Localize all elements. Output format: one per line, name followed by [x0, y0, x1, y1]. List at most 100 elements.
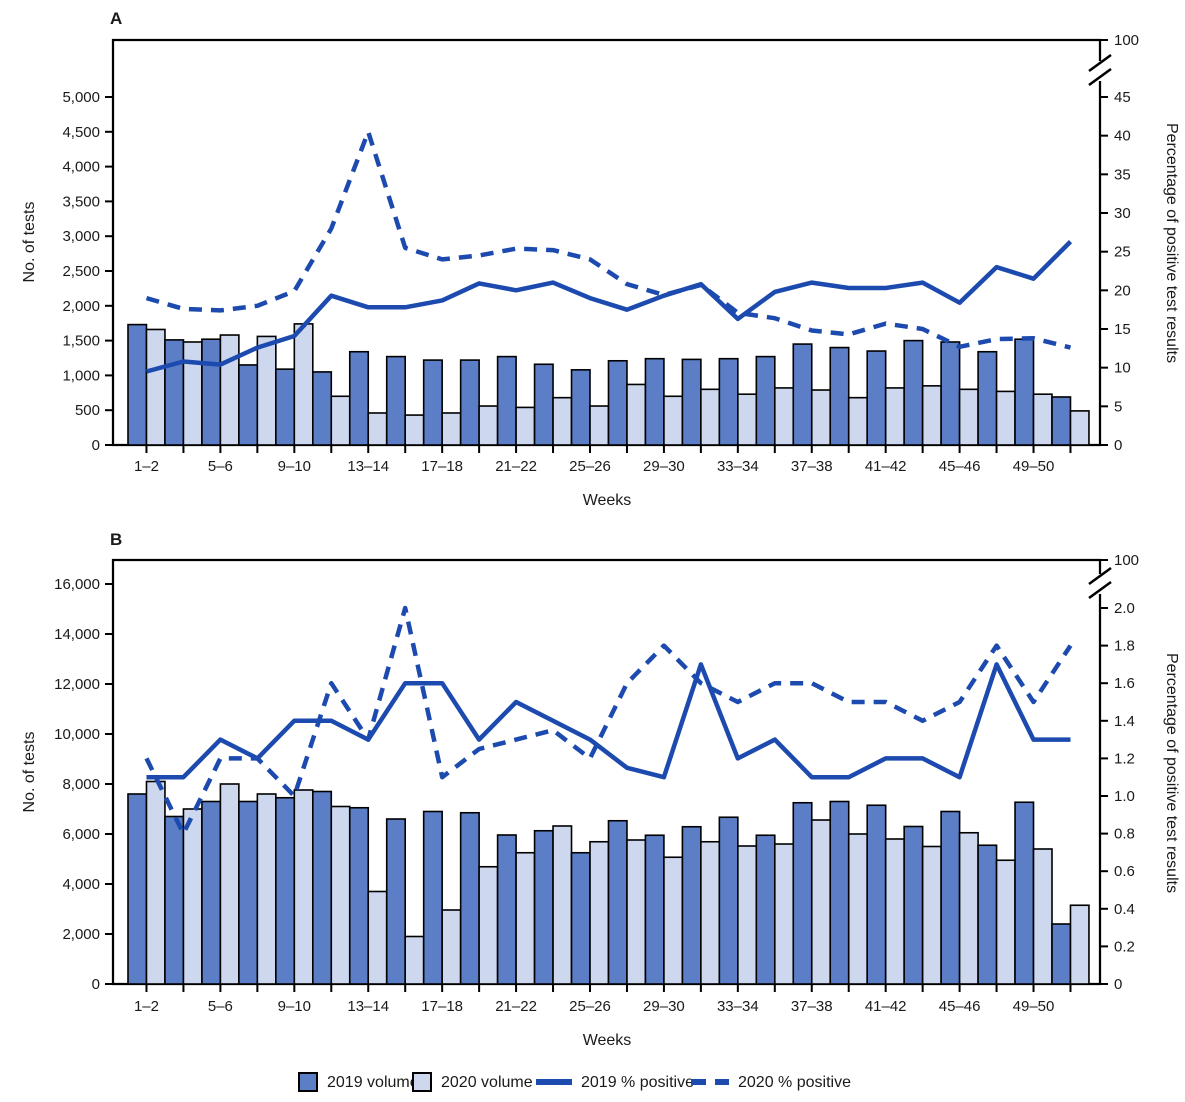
panel-a-plot: 0 500 1,000 1,500 2,000 2,500 3,000 3,500 4,000 4…: [62, 32, 1139, 475]
bar-2020-volume: [847, 396, 868, 446]
bar-2019-volume: [1051, 923, 1072, 985]
bar-2020-volume: [293, 789, 314, 985]
bar-2019-volume: [459, 359, 480, 446]
bar-2020-volume: [256, 793, 277, 985]
bar-2020-volume: [515, 851, 536, 985]
right-tick-label: 1.4: [1114, 713, 1135, 730]
bar-2019-volume: [275, 796, 296, 985]
x-tick-label: 21–22: [495, 458, 537, 475]
x-tick-label: 5–6: [208, 458, 233, 475]
bar-2020-volume: [700, 840, 721, 985]
bar-2019-volume: [607, 819, 628, 985]
bar-2019-volume: [903, 825, 924, 985]
bar-2019-volume: [718, 816, 739, 985]
bar-2019-volume: [570, 851, 591, 985]
bar-2019-volume: [385, 355, 407, 446]
bar-2020-volume: [256, 335, 277, 446]
bar-2020-volume: [958, 388, 979, 446]
bar-2019-volume: [644, 357, 665, 446]
x-tick-label: 49–50: [1013, 998, 1055, 1015]
right-tick-label: 1.8: [1114, 638, 1135, 655]
x-tick-label: 41–42: [865, 458, 907, 475]
x-tick-label: 33–34: [717, 458, 759, 475]
right-tick-label: 0: [1114, 437, 1122, 454]
bar-2019-volume: [127, 793, 148, 985]
bar-2020-volume: [441, 412, 462, 446]
x-tick-label: 45–46: [939, 998, 981, 1015]
panel-b-left-axis-title: No. of tests: [21, 732, 38, 813]
bar-2019-volume: [422, 359, 443, 446]
bar-2020-volume: [626, 383, 647, 446]
left-tick-label: 0: [92, 976, 100, 993]
bar-2019-volume: [681, 358, 702, 446]
x-tick-label: 33–34: [717, 998, 759, 1015]
panel-b-plot: 0 2,000 4,000 6,000 8,000 10,000 12,000 14,000 1…: [54, 552, 1139, 1015]
bar-2019-volume: [1014, 801, 1035, 985]
bar-2019-volume: [348, 350, 370, 446]
bar-2020-volume: [293, 323, 314, 446]
bar-2019-volume: [348, 806, 370, 985]
bar-2019-volume: [1051, 396, 1072, 446]
bar-2020-volume: [1069, 410, 1090, 446]
bar-2019-volume: [127, 323, 148, 446]
panel-a-right-axis-title: Percentage of positive test results: [1163, 123, 1180, 363]
bar-2020-volume: [404, 414, 425, 446]
panel-a-label: A: [110, 9, 122, 28]
right-tick-label: 15: [1114, 321, 1131, 338]
bar-2020-volume: [330, 805, 351, 985]
right-tick-label: 0: [1114, 976, 1122, 993]
bar-2020-volume: [626, 839, 647, 985]
x-tick-label: 1–2: [134, 458, 159, 475]
x-tick-label: 41–42: [865, 998, 907, 1015]
bar-2020-volume: [589, 840, 610, 985]
right-tick-label: 25: [1114, 244, 1131, 261]
bar-2020-volume: [773, 843, 795, 985]
axis-break-slash: [1088, 566, 1112, 586]
bar-2020-volume: [515, 406, 536, 446]
bar-2020-volume: [552, 825, 573, 985]
bar-2019-volume: [866, 350, 887, 446]
x-tick-label: 21–22: [495, 998, 537, 1015]
bar-2020-volume: [219, 334, 240, 446]
bar-2020-volume: [663, 395, 684, 446]
bar-2019-volume: [940, 810, 961, 985]
bar-2019-volume: [829, 346, 850, 446]
bar-2019-volume: [644, 834, 665, 985]
bar-2019-volume: [903, 339, 924, 446]
bar-2020-volume: [330, 395, 351, 446]
line-2019-pct-positive: [146, 662, 1071, 780]
left-tick-label: 2,000: [62, 926, 100, 943]
axis-break-slash: [1088, 53, 1112, 73]
right-tick-label: 40: [1114, 128, 1131, 145]
bar-2020-volume: [367, 412, 388, 446]
right-tick-label: 1.0: [1114, 788, 1135, 805]
bar-2019-volume: [164, 815, 185, 985]
bar-2020-volume: [737, 845, 758, 985]
panel-b-right-axis-title: Percentage of positive test results: [1163, 653, 1180, 893]
line-2019-pct-positive: [145, 240, 1073, 374]
bar-2020-volume: [1032, 393, 1053, 446]
bar-2020-volume: [773, 387, 795, 446]
bar-2019-volume: [459, 811, 480, 985]
x-tick-label: 49–50: [1013, 458, 1055, 475]
x-tick-label: 25–26: [569, 998, 611, 1015]
right-tick-label: 30: [1114, 205, 1131, 222]
bar-2019-volume: [201, 800, 222, 985]
axis-break-slash: [1088, 67, 1112, 87]
x-tick-label: 25–26: [569, 458, 611, 475]
bar-2020-volume: [478, 405, 499, 446]
bar-2020-volume: [958, 831, 979, 985]
right-tick-label: 0.4: [1114, 901, 1135, 918]
bar-2019-volume: [533, 829, 554, 985]
legend-label-2019-pct: 2019 % positive: [581, 1074, 694, 1091]
bar-2020-volume: [219, 783, 240, 985]
x-tick-label: 13–14: [347, 458, 389, 475]
legend-label-2020-pct: 2020 % positive: [738, 1074, 851, 1091]
legend-label-2020-volume: 2020 volume: [441, 1074, 533, 1091]
bar-2019-volume: [755, 834, 776, 985]
bar-2019-volume: [311, 371, 333, 446]
right-tick-label: 45: [1114, 89, 1131, 106]
bar-2020-volume: [1032, 848, 1053, 985]
bar-2020-volume: [995, 859, 1016, 985]
bar-2019-volume: [755, 355, 776, 446]
